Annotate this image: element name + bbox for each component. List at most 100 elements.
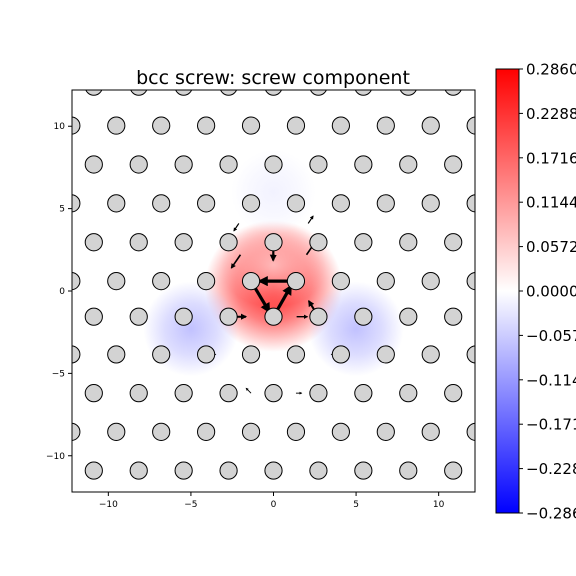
atom [421, 345, 440, 364]
plot-area [71, 89, 476, 493]
atom [84, 233, 103, 252]
atom [241, 194, 261, 213]
atom [219, 233, 238, 252]
atom [130, 90, 148, 96]
x-tick-label: 0 [271, 500, 277, 510]
atom [309, 90, 327, 96]
atom [84, 155, 103, 174]
atom [309, 307, 328, 326]
atom [129, 384, 148, 403]
atom [421, 116, 440, 135]
colorbar-tick-label: −0.2860 [526, 505, 576, 523]
x-tick-label: −10 [99, 500, 118, 510]
y-tick-label: 5 [59, 205, 65, 215]
y-axis-ticks: 10 5 0 −5 −10 [46, 122, 72, 462]
atom [399, 461, 418, 480]
displacement-arrow [230, 254, 242, 269]
atom [219, 461, 238, 480]
atom [444, 233, 463, 252]
atom [220, 90, 238, 96]
atom [174, 461, 193, 480]
y-tick-label: 0 [59, 287, 65, 297]
atom [421, 194, 440, 213]
atom [399, 155, 418, 174]
atom [107, 345, 126, 364]
displacement-arrow [233, 223, 240, 232]
atom [444, 155, 463, 174]
atom [286, 422, 306, 441]
atom [309, 384, 328, 403]
colorbar-body [495, 68, 520, 514]
atom [286, 116, 306, 135]
atom [309, 461, 328, 480]
atom [174, 233, 193, 252]
atom [84, 307, 103, 326]
y-tick-label: 10 [54, 122, 66, 132]
atom [331, 194, 350, 213]
x-axis-ticks: −10 −5 0 5 10 [99, 492, 445, 510]
atom [264, 307, 283, 326]
atom [152, 116, 171, 135]
field-blob [231, 149, 316, 235]
atom [309, 233, 328, 252]
atom [72, 422, 81, 441]
colorbar-tick-label: 0.0000 [526, 283, 576, 301]
atom [466, 194, 475, 213]
atom [444, 307, 463, 326]
atom [107, 422, 126, 441]
atom [376, 194, 395, 213]
atom [331, 116, 350, 135]
atom [197, 194, 216, 213]
y-tick-label: −10 [46, 452, 65, 462]
atom [175, 90, 193, 96]
atom [399, 233, 418, 252]
atom [354, 461, 373, 480]
atom [466, 422, 475, 441]
atom [354, 90, 372, 96]
atom [354, 384, 373, 403]
atom [129, 307, 148, 326]
atom [241, 422, 261, 441]
atom [265, 90, 282, 96]
atom [286, 345, 306, 364]
atom [466, 272, 475, 291]
colorbar-tick-label: −0.1716 [526, 416, 576, 434]
x-tick-label: −5 [184, 500, 197, 510]
atom [286, 194, 306, 213]
colorbar-tick-label: −0.1144 [526, 371, 576, 389]
atom [197, 116, 216, 135]
atom [331, 345, 350, 364]
atom [264, 155, 283, 174]
colorbar-ticks: 0.2860 0.2288 0.1716 0.1144 0.0572 0.0000 −0.0… [519, 61, 576, 523]
chart-title: bcc screw: screw component [136, 67, 410, 89]
displacement-arrow [307, 215, 314, 224]
atom [264, 384, 283, 403]
atom [399, 307, 418, 326]
atom [107, 116, 126, 135]
colorbar-tick-label: −0.0572 [526, 327, 576, 345]
atom [129, 155, 148, 174]
atom [174, 307, 193, 326]
atom [444, 461, 463, 480]
atom [421, 422, 440, 441]
atom [84, 461, 103, 480]
atom [376, 272, 395, 291]
atom [72, 194, 81, 213]
atom [152, 194, 171, 213]
atom [107, 194, 126, 213]
atom [152, 422, 171, 441]
atom [309, 155, 328, 174]
atom [152, 345, 171, 364]
atom [219, 307, 238, 326]
atom [241, 272, 261, 291]
atom [331, 422, 350, 441]
atom [129, 233, 148, 252]
colorbar-tick-label: 0.1144 [526, 194, 576, 212]
atom [174, 384, 193, 403]
atom [444, 90, 462, 96]
y-tick-label: −5 [52, 369, 65, 379]
atom [72, 345, 81, 364]
atoms [72, 90, 475, 480]
atom [354, 155, 373, 174]
